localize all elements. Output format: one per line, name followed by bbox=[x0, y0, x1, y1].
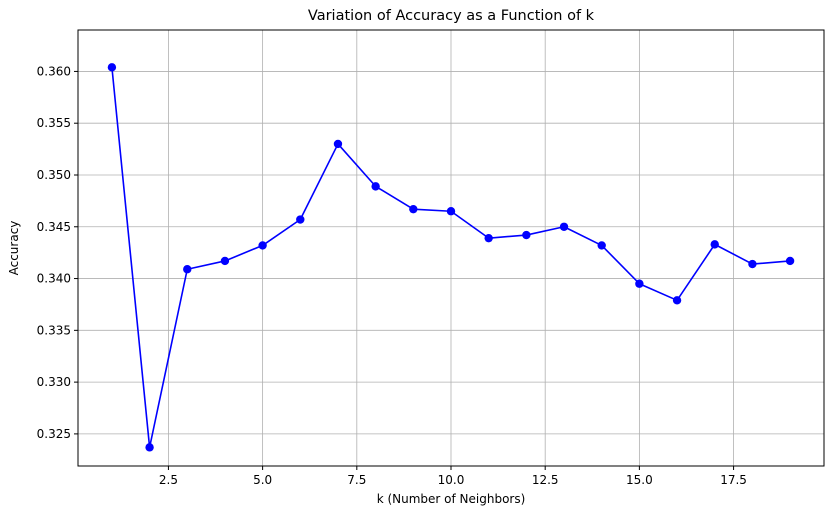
data-point bbox=[446, 207, 456, 216]
grid bbox=[78, 30, 824, 466]
data-point bbox=[748, 259, 757, 269]
y-tick-label: 0.335 bbox=[37, 323, 71, 337]
y-tick-label: 0.345 bbox=[37, 220, 71, 234]
y-axis-label: Accuracy bbox=[7, 221, 21, 276]
y-tick-label: 0.325 bbox=[37, 427, 71, 441]
data-point bbox=[635, 279, 644, 288]
data-point bbox=[559, 222, 569, 231]
x-axis-label: k (Number of Neighbors) bbox=[377, 492, 526, 506]
data-point bbox=[296, 215, 305, 224]
y-tick-label: 0.350 bbox=[37, 168, 71, 182]
data-point bbox=[409, 204, 418, 214]
data-point bbox=[371, 182, 380, 191]
y-tick-label: 0.340 bbox=[37, 272, 71, 286]
data-point bbox=[258, 241, 267, 250]
data-point bbox=[672, 296, 682, 305]
series-layer bbox=[107, 63, 795, 452]
data-point bbox=[183, 265, 192, 274]
x-tick-label: 12.5 bbox=[532, 473, 559, 487]
x-tick-label: 2.5 bbox=[159, 473, 178, 487]
x-tick-label: 7.5 bbox=[347, 473, 366, 487]
data-point bbox=[597, 241, 606, 250]
data-point bbox=[145, 443, 154, 452]
x-tick-label: 15.0 bbox=[626, 473, 653, 487]
axis-ticks: 2.5 5.0 7.5 10.0 12.5 15.0 17.5 0.325 0.330 0.335… bbox=[37, 64, 747, 487]
y-tick-label: 0.360 bbox=[37, 64, 71, 78]
y-tick-label: 0.330 bbox=[37, 375, 71, 389]
data-point bbox=[333, 139, 343, 149]
data-point bbox=[107, 63, 117, 72]
data-point bbox=[785, 256, 795, 266]
chart-title: Variation of Accuracy as a Function of k bbox=[308, 8, 595, 24]
x-tick-label: 17.5 bbox=[720, 473, 747, 487]
data-point bbox=[710, 240, 719, 249]
data-point bbox=[522, 230, 531, 240]
y-tick-label: 0.355 bbox=[37, 116, 71, 130]
data-point bbox=[484, 233, 493, 243]
data-point bbox=[220, 256, 230, 266]
x-tick-label: 5.0 bbox=[253, 473, 272, 487]
x-tick-label: 10.0 bbox=[438, 473, 465, 487]
